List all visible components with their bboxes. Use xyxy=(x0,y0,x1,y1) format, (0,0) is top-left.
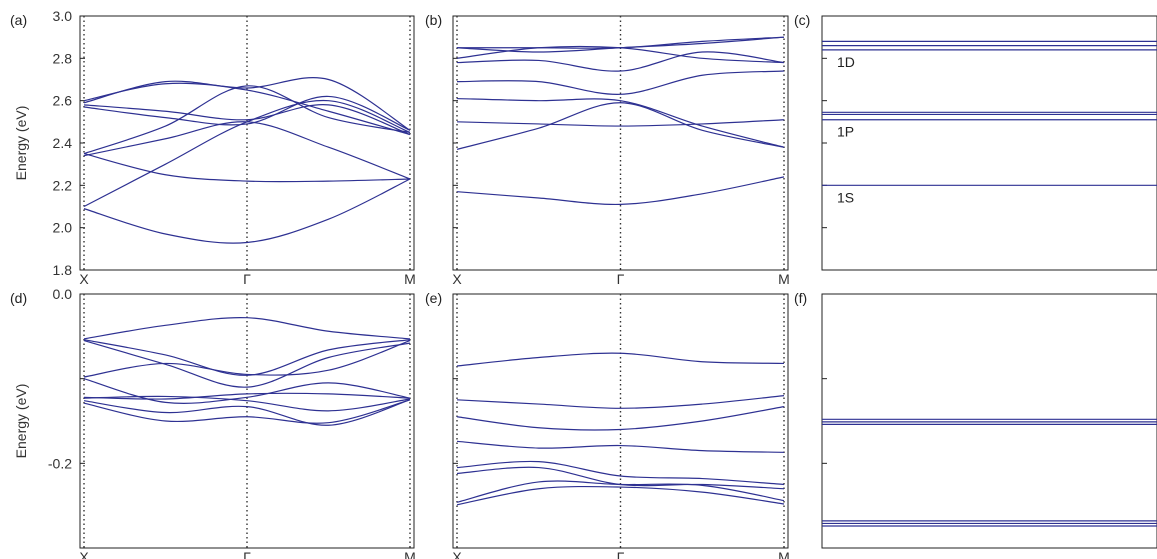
panel-f: (f) xyxy=(794,290,1157,549)
band-line-5 xyxy=(456,51,785,72)
band-line-0 xyxy=(83,316,411,340)
y-tick-label: 2.6 xyxy=(53,93,73,109)
level-label-1S: 1S xyxy=(837,189,854,205)
y-tick-label: -0.2 xyxy=(48,455,72,471)
kpoint-label-0: X xyxy=(79,271,89,287)
panel-label-e: (e) xyxy=(425,290,442,306)
band-line-8 xyxy=(83,399,411,424)
kpoint-label-1: Γ xyxy=(243,549,251,559)
band-line-4 xyxy=(83,85,411,155)
kpoint-label-0: X xyxy=(452,271,462,287)
panel-d: -0.2 0.0 (d) Energy (eV) X Γ M xyxy=(10,286,416,559)
panel-label-b: (b) xyxy=(425,12,442,28)
band-line-0 xyxy=(456,352,785,367)
band-line-0 xyxy=(83,178,411,244)
bands xyxy=(83,77,411,244)
y-tick-label: 2.0 xyxy=(53,220,73,236)
kpoint-label-2: M xyxy=(404,271,416,287)
panel-label-d: (d) xyxy=(10,290,27,306)
band-line-8 xyxy=(457,36,785,49)
panel-frame xyxy=(821,15,1157,271)
band-line-3 xyxy=(456,97,785,148)
band-line-6 xyxy=(456,480,785,503)
kpoint-label-2: M xyxy=(778,271,790,287)
band-line-7 xyxy=(83,399,411,426)
band-line-8 xyxy=(83,82,411,136)
band-line-4 xyxy=(456,70,785,95)
band-line-2 xyxy=(83,339,411,388)
y-tick-label: 0.0 xyxy=(53,286,73,302)
panel-c: (c) 1S 1P 1D xyxy=(794,12,1157,271)
kpoint-label-1: Γ xyxy=(617,549,625,559)
band-line-1 xyxy=(83,339,411,376)
kpoint-label-1: Γ xyxy=(243,271,251,287)
panel-label-c: (c) xyxy=(794,12,810,28)
band-line-7 xyxy=(83,77,411,131)
band-line-5 xyxy=(83,95,411,131)
band-line-6 xyxy=(83,395,411,412)
y-tick-label: 1.8 xyxy=(53,262,73,278)
level-label-1P: 1P xyxy=(837,124,854,140)
band-line-2 xyxy=(456,119,785,127)
band-line-3 xyxy=(83,121,411,180)
level-label-1D: 1D xyxy=(837,54,855,70)
y-tick-label: 3.0 xyxy=(53,8,73,24)
band-line-4 xyxy=(83,378,411,404)
band-line-3 xyxy=(456,440,785,453)
band-line-0 xyxy=(456,176,785,206)
panel-e: (e) X Γ M xyxy=(425,290,790,559)
kpoint-label-2: M xyxy=(404,549,416,559)
band-line-1 xyxy=(456,395,785,409)
panel-label-f: (f) xyxy=(794,290,807,306)
kpoint-label-1: Γ xyxy=(617,271,625,287)
panel-frame xyxy=(821,293,1157,549)
kpoint-label-0: X xyxy=(79,549,89,559)
y-axis-label: Energy (eV) xyxy=(13,106,29,181)
band-line-2 xyxy=(83,152,411,183)
band-line-3 xyxy=(83,340,411,378)
band-line-4 xyxy=(456,460,785,486)
band-line-7 xyxy=(456,485,785,506)
band-line-5 xyxy=(83,392,411,400)
y-tick-label: 2.2 xyxy=(53,177,73,193)
kpoint-label-0: X xyxy=(452,549,462,559)
y-tick-label: 2.8 xyxy=(53,50,73,66)
panel-label-a: (a) xyxy=(10,12,27,28)
band-line-2 xyxy=(456,406,785,431)
panel-b: (b) X Γ M xyxy=(425,12,790,287)
band-line-6 xyxy=(83,104,411,136)
bands xyxy=(83,316,411,426)
bands xyxy=(456,36,785,206)
kpoint-label-2: M xyxy=(778,549,790,559)
band-line-1 xyxy=(456,102,785,150)
y-tick-label: 2.4 xyxy=(53,135,73,151)
panel-a: 1.8 2.0 2.2 2.4 2.6 2.8 3.0 (a) Energy (eV) X Γ M xyxy=(10,8,416,287)
y-axis-label: Energy (eV) xyxy=(13,384,29,459)
bands xyxy=(456,352,785,506)
